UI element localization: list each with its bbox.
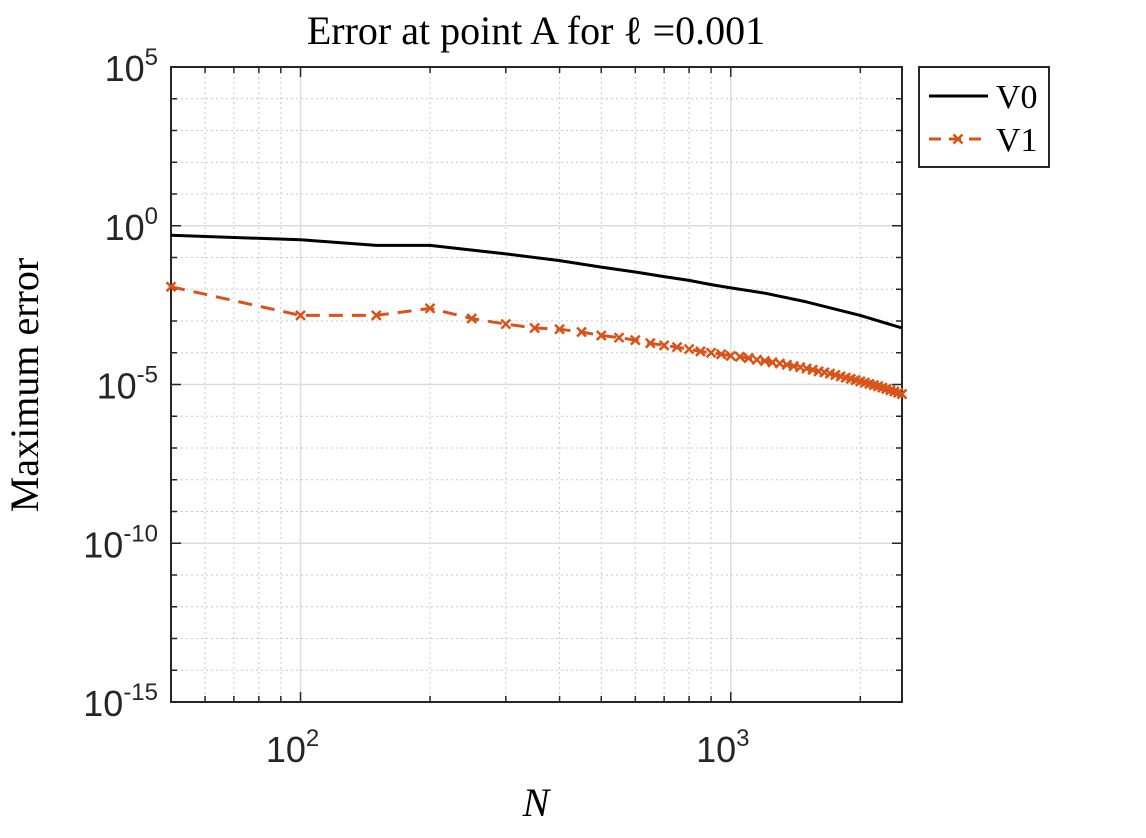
legend-label-V1: V1: [996, 122, 1038, 159]
data-point-V1: [671, 341, 683, 353]
y-tick-label: 10-10: [83, 520, 158, 565]
data-point-V1: [658, 340, 670, 351]
y-tick-label: 10-15: [83, 679, 158, 724]
data-point-V1: [683, 343, 695, 355]
data-point-V1: [554, 323, 565, 335]
grid: [170, 67, 902, 702]
y-axis-label: Maximum error: [2, 258, 47, 512]
data-point-V1: [595, 330, 607, 341]
legend-item-V1: V1: [929, 122, 1038, 159]
data-point-V1: [576, 326, 587, 338]
data-point-V1: [529, 322, 540, 334]
y-tick-label: 105: [105, 44, 158, 89]
series-line-V0: [170, 233, 903, 330]
data-point-V1: [725, 350, 737, 362]
series-layer: [165, 233, 908, 400]
axis-ticks: 102 103 10-15 10-10 10-5 100 105: [83, 44, 902, 770]
legend-label-V0: V0: [996, 79, 1038, 116]
data-point-V1: [734, 351, 746, 363]
data-point-V1: [751, 354, 763, 366]
data-point-V1: [629, 334, 641, 346]
x-tick-label: 103: [696, 725, 749, 770]
data-point-V1: [715, 348, 727, 360]
data-point-V1: [295, 310, 306, 321]
series-V1: [165, 281, 908, 400]
legend-box: [918, 66, 1050, 168]
x-axis-label: N: [522, 780, 552, 825]
y-tick-label: 100: [105, 203, 158, 248]
chart-title: Error at point A for ℓ =0.001: [307, 8, 765, 53]
data-point-V1: [695, 346, 706, 357]
data-point-V1: [896, 388, 908, 400]
data-point-V1: [705, 347, 717, 359]
x-tick-label: 102: [266, 725, 319, 770]
legend-marker-V1: [952, 133, 964, 145]
series-line-V1: [170, 285, 903, 396]
series-V0: [170, 233, 903, 330]
y-tick-label: 10-5: [97, 362, 158, 407]
data-point-V1: [743, 352, 754, 364]
data-point-V1: [424, 302, 436, 314]
legend-item-V0: V0: [929, 79, 1038, 116]
data-point-V1: [644, 337, 656, 349]
data-point-V1: [500, 318, 512, 330]
data-point-V1: [165, 281, 177, 293]
data-point-V1: [613, 332, 625, 343]
data-point-V1: [466, 313, 478, 324]
data-point-V1: [370, 310, 382, 321]
